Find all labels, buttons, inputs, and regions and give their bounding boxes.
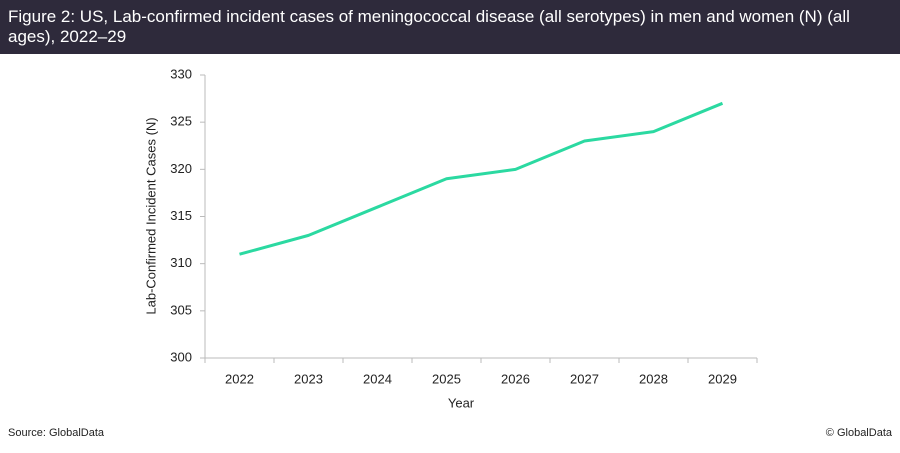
- title-banner: Figure 2: US, Lab-confirmed incident cas…: [0, 0, 900, 54]
- x-tick-label: 2028: [639, 371, 668, 386]
- x-tick-label: 2025: [432, 371, 461, 386]
- x-tick-label: 2027: [570, 371, 599, 386]
- x-axis-label: Year: [448, 395, 475, 410]
- y-tick-label: 325: [170, 114, 192, 129]
- source: Source: GlobalData: [8, 427, 104, 439]
- x-tick-label: 2024: [363, 371, 392, 386]
- y-tick-label: 330: [170, 66, 192, 81]
- y-tick-label: 305: [170, 302, 192, 317]
- x-tick-label: 2026: [501, 371, 530, 386]
- copyright: © GlobalData: [825, 427, 892, 439]
- y-tick-label: 310: [170, 255, 192, 270]
- x-tick-label: 2023: [294, 371, 323, 386]
- data-line: [239, 101, 724, 256]
- x-tick-label: 2022: [225, 371, 254, 386]
- y-tick-label: 315: [170, 208, 192, 223]
- chart-title: Figure 2: US, Lab-confirmed incident cas…: [8, 7, 850, 46]
- y-tick-label: 320: [170, 161, 192, 176]
- y-axis-label: Lab-Confirmed Incident Cases (N): [143, 117, 158, 314]
- x-tick-label: 2029: [708, 371, 737, 386]
- y-tick-label: 300: [170, 349, 192, 364]
